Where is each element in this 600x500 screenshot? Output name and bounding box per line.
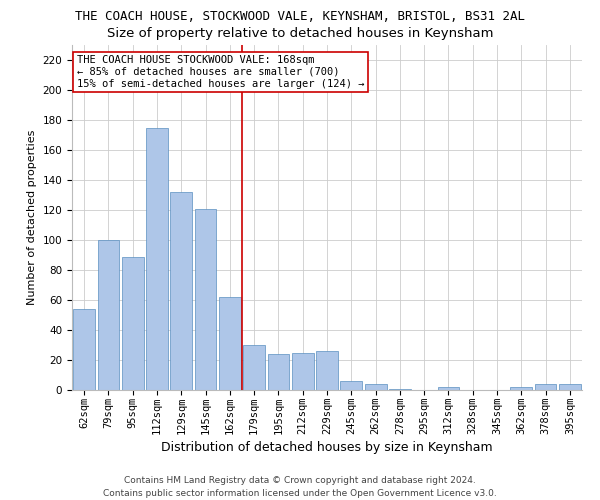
Bar bbox=[365, 384, 386, 390]
Bar bbox=[170, 192, 192, 390]
Bar bbox=[511, 387, 532, 390]
Bar bbox=[219, 297, 241, 390]
Bar bbox=[122, 256, 143, 390]
Bar bbox=[97, 240, 119, 390]
Bar bbox=[559, 384, 581, 390]
Bar bbox=[268, 354, 289, 390]
Bar bbox=[243, 345, 265, 390]
Bar bbox=[389, 388, 411, 390]
Y-axis label: Number of detached properties: Number of detached properties bbox=[27, 130, 37, 305]
Text: THE COACH HOUSE, STOCKWOOD VALE, KEYNSHAM, BRISTOL, BS31 2AL: THE COACH HOUSE, STOCKWOOD VALE, KEYNSHA… bbox=[75, 10, 525, 23]
Text: THE COACH HOUSE STOCKWOOD VALE: 168sqm
← 85% of detached houses are smaller (700: THE COACH HOUSE STOCKWOOD VALE: 168sqm ←… bbox=[77, 56, 365, 88]
Text: Contains HM Land Registry data © Crown copyright and database right 2024.
Contai: Contains HM Land Registry data © Crown c… bbox=[103, 476, 497, 498]
Bar bbox=[316, 351, 338, 390]
X-axis label: Distribution of detached houses by size in Keynsham: Distribution of detached houses by size … bbox=[161, 440, 493, 454]
Bar bbox=[146, 128, 168, 390]
Bar bbox=[535, 384, 556, 390]
Bar bbox=[340, 381, 362, 390]
Text: Size of property relative to detached houses in Keynsham: Size of property relative to detached ho… bbox=[107, 28, 493, 40]
Bar bbox=[292, 352, 314, 390]
Bar bbox=[194, 208, 217, 390]
Bar bbox=[73, 309, 95, 390]
Bar bbox=[437, 387, 460, 390]
